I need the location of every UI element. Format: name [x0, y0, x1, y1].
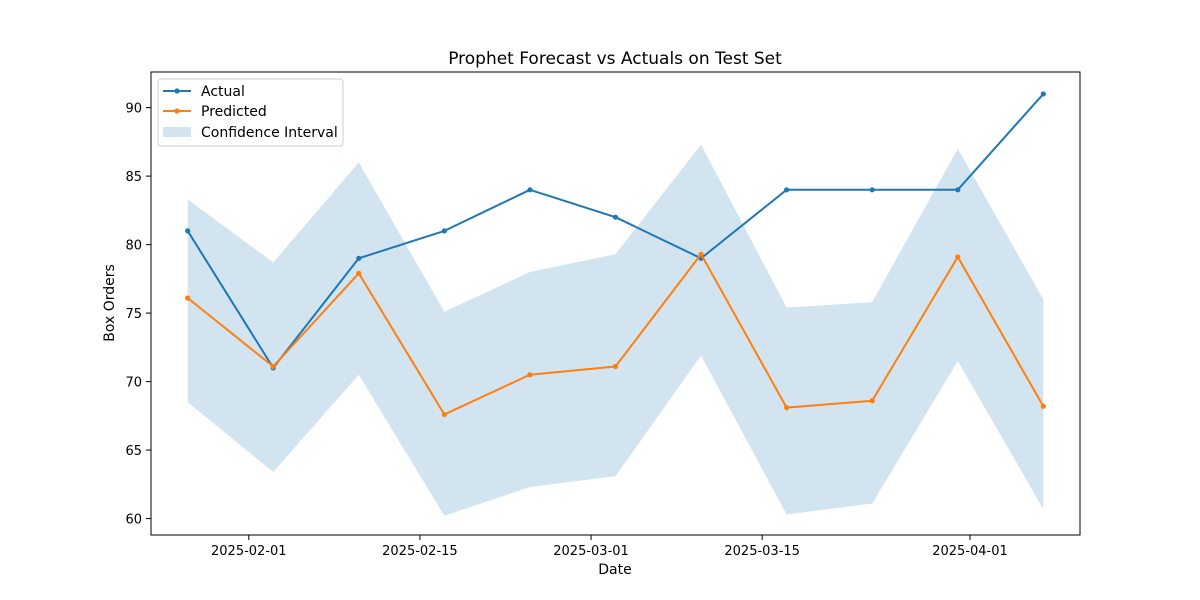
actual-point	[185, 228, 191, 234]
predicted-point	[612, 363, 619, 370]
predicted-point	[869, 398, 875, 404]
y-tick-label: 80	[125, 239, 142, 254]
legend-predicted-label: Predicted	[201, 104, 267, 120]
predicted-point	[441, 411, 447, 418]
y-tick-label: 65	[125, 444, 142, 459]
legend-confidence-interval-label: Confidence Interval	[201, 125, 338, 141]
x-tick-label: 2025-02-15	[382, 544, 458, 559]
legend-actual-label: Actual	[201, 84, 245, 100]
confidence-interval-band	[187, 144, 1044, 516]
axes-frame	[150, 71, 1081, 536]
y-tick-label: 70	[125, 376, 142, 391]
predicted-point	[185, 295, 191, 301]
actual-point	[784, 187, 790, 193]
legend-box	[157, 78, 344, 147]
actual-point	[955, 187, 961, 193]
actual-point	[356, 255, 362, 261]
legend-confidence-interval-swatch	[163, 127, 191, 137]
actual-point	[527, 187, 533, 193]
legend-actual-marker	[174, 88, 180, 94]
predicted-point	[356, 270, 362, 276]
y-tick-label: 60	[125, 513, 142, 528]
y-tick-label: 90	[125, 102, 142, 117]
predicted-point	[955, 254, 961, 260]
predicted-point	[1040, 403, 1046, 409]
predicted-point	[270, 363, 276, 370]
chart-title: Prophet Forecast vs Actuals on Test Set	[448, 49, 782, 69]
legend-predicted-marker	[174, 108, 180, 114]
actual-point	[1040, 91, 1046, 97]
y-tick-label: 85	[125, 170, 142, 185]
x-tick-label: 2025-02-01	[211, 544, 287, 559]
x-tick-label: 2025-03-15	[724, 544, 800, 559]
actual-point	[612, 214, 619, 220]
predicted-point	[698, 251, 704, 257]
x-axis-label: Date	[598, 562, 631, 578]
y-axis-label: Box Orders	[102, 264, 118, 342]
y-tick-label: 75	[125, 307, 142, 322]
x-tick-label: 2025-03-01	[553, 544, 629, 559]
legend: Actual Predicted Confidence Interval	[157, 78, 344, 147]
x-tick-label: 2025-04-01	[932, 544, 1008, 559]
predicted-point	[527, 372, 533, 378]
actual-point	[869, 187, 875, 193]
actual-point	[441, 228, 447, 234]
predicted-point	[784, 405, 790, 411]
